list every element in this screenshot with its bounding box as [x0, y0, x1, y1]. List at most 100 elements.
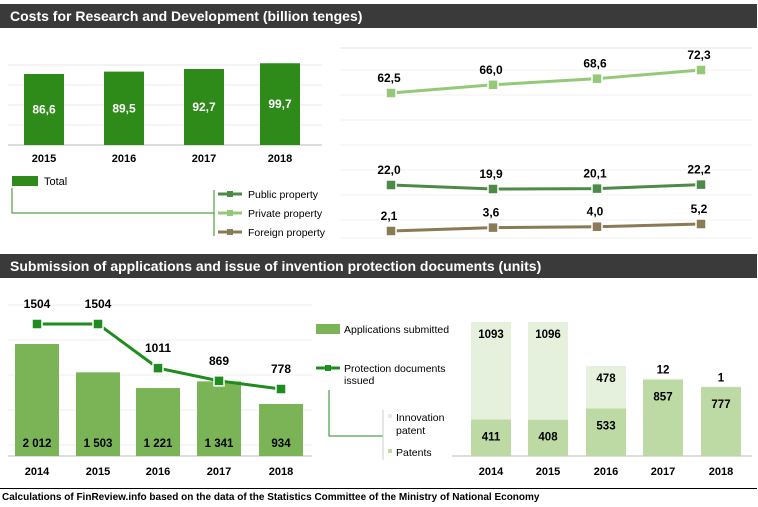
app-bar-2014 [15, 344, 59, 456]
innov-value-2016: 478 [596, 373, 616, 385]
own-value-public-2015: 22,0 [377, 163, 401, 177]
own-value-foreign-2018: 5,2 [691, 202, 708, 216]
own-marker-public-2018 [695, 178, 707, 191]
legend-foreign-label: Foreign property [248, 227, 326, 239]
own-value-public-2016: 19,9 [479, 167, 503, 181]
innov-bar-2016 [586, 365, 626, 409]
patents-value-2014: 411 [482, 431, 501, 443]
own-value-foreign-2015: 2,1 [381, 209, 398, 223]
innov-bar-2017 [643, 378, 683, 380]
docs-value-2016: 1011 [145, 341, 171, 355]
docs-value-2015: 1504 [85, 297, 112, 311]
rd-total-bar-2016 [104, 71, 144, 145]
own-marker-public-2017 [591, 182, 603, 195]
innov-bar-2014 [471, 322, 511, 420]
app-tick-2018: 2018 [269, 466, 293, 478]
patents-value-2015: 408 [538, 432, 558, 444]
docs-value-2017: 869 [209, 354, 229, 368]
rd-total-tick-2017: 2017 [192, 153, 216, 165]
own-marker-foreign-2016 [487, 221, 499, 234]
own-marker-private-2015 [385, 87, 397, 99]
own-line-foreign [390, 222, 702, 233]
patents-bar-2014 [471, 419, 511, 456]
legend-innov-label-1: Innovation [396, 412, 445, 424]
patents-value-2017: 857 [653, 392, 672, 404]
app-value-2017: 1 341 [205, 438, 234, 450]
docs-marker-2017 [213, 375, 225, 387]
docs-marker-2016 [152, 362, 164, 374]
legend-private-marker [227, 210, 233, 216]
legend-apps-label: Applications submitted [344, 324, 449, 336]
rd-total-bar-2015 [24, 73, 64, 145]
innov-value-2015: 1096 [535, 329, 561, 341]
legend-innov-label-2: patent [396, 425, 425, 437]
rd-total-tick-2015: 2015 [32, 153, 56, 165]
legend-connector-1 [11, 188, 215, 214]
docs-marker-2015 [92, 318, 104, 330]
legend-innov-swatch [388, 414, 392, 418]
app-tick-2015: 2015 [86, 466, 110, 478]
legend-patents-label: Patents [396, 447, 432, 459]
own-value-foreign-2017: 4,0 [587, 205, 604, 219]
innov-value-2017: 12 [657, 365, 670, 377]
own-marker-foreign-2017 [591, 220, 603, 233]
section-header-applications: Submission of applications and issue of … [0, 254, 757, 278]
legend-total-swatch [12, 176, 38, 186]
own-marker-public-2015 [385, 179, 397, 191]
own-value-public-2018: 22,2 [687, 163, 711, 177]
own-line-private [390, 68, 702, 95]
app-bar-2018 [259, 404, 303, 456]
patents-value-2018: 777 [711, 399, 730, 411]
pat-tick-2016: 2016 [594, 466, 618, 478]
rd-total-bar-2017 [184, 68, 224, 145]
legend-private-label: Private property [248, 208, 323, 220]
legend-apps-swatch [316, 324, 340, 334]
pat-tick-2018: 2018 [709, 466, 733, 478]
own-marker-foreign-2015 [385, 225, 397, 237]
legend-docs-label-2: issued [344, 375, 375, 387]
app-value-2014: 2 012 [23, 438, 52, 450]
pat-tick-2017: 2017 [651, 466, 675, 478]
app-tick-2014: 2014 [25, 466, 50, 478]
own-line-public [390, 183, 702, 191]
docs-value-2018: 778 [271, 362, 291, 376]
legend-foreign-marker [227, 229, 233, 235]
patents-value-2016: 533 [596, 421, 615, 433]
innov-value-2014: 1093 [478, 329, 504, 341]
rd-total-value-2016: 89,5 [112, 101, 136, 115]
legend-docs-label-1: Protection documents [344, 363, 446, 375]
source-divider [0, 488, 757, 489]
patents-bar-2015 [528, 419, 568, 456]
own-value-private-2017: 68,6 [583, 57, 607, 71]
legend-docs-marker [325, 365, 331, 371]
legend-patents-swatch [388, 449, 392, 453]
app-value-2015: 1 503 [84, 438, 113, 450]
innov-value-2018: 1 [718, 373, 725, 385]
rd-total-bar-2018 [260, 63, 300, 145]
rd-total-tick-2018: 2018 [268, 153, 292, 165]
own-marker-foreign-2018 [695, 218, 707, 230]
own-value-foreign-2016: 3,6 [483, 206, 500, 220]
own-value-private-2015: 62,5 [377, 71, 401, 85]
own-marker-private-2017 [591, 72, 603, 85]
rd-total-tick-2016: 2016 [112, 153, 136, 165]
patents-bar-2017 [643, 379, 683, 456]
rd-total-value-2017: 92,7 [192, 100, 216, 114]
app-bar-2017 [197, 381, 241, 456]
legend-public-label: Public property [248, 189, 319, 201]
own-value-public-2017: 20,1 [583, 167, 607, 181]
docs-marker-2014 [31, 318, 43, 330]
pat-tick-2015: 2015 [536, 466, 560, 478]
section-header-rd-costs: Costs for Research and Development (bill… [0, 4, 757, 28]
docs-marker-2018 [275, 383, 287, 395]
docs-line [37, 322, 282, 391]
innov-bar-2018 [701, 386, 741, 388]
own-marker-private-2018 [695, 64, 707, 76]
docs-value-2014: 1504 [24, 297, 51, 311]
patents-bar-2018 [701, 386, 741, 456]
rd-total-value-2018: 99,7 [268, 97, 292, 111]
app-value-2016: 1 221 [144, 438, 173, 450]
legend-total-label: Total [44, 176, 67, 188]
source-note: Calculations of FinReview.info based on … [2, 492, 540, 503]
